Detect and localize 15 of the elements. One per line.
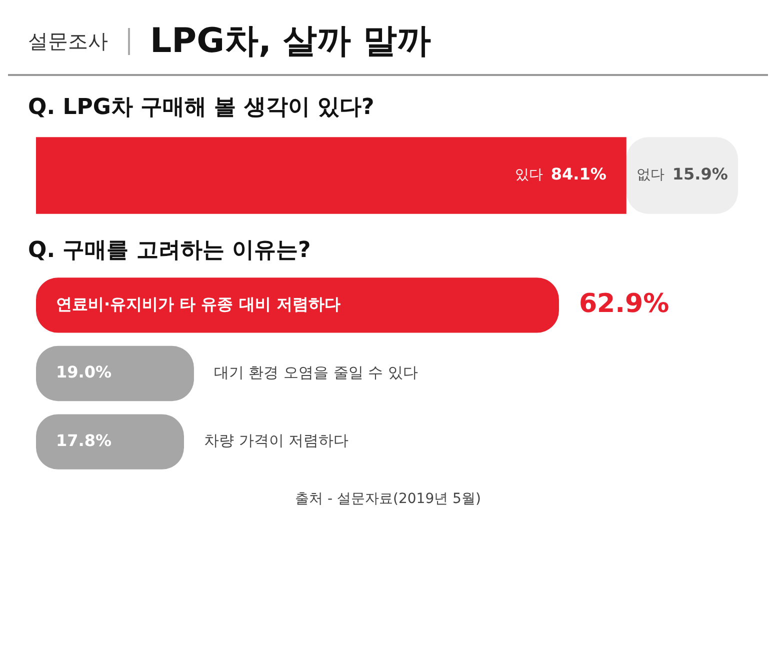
y-tick-label: 연료비·유지비가 타 유종 대비 저렴하다: [56, 294, 340, 314]
chart-title: Q. 구매를 고려하는 이유는?: [28, 237, 312, 265]
data-label: 17.8%: [56, 430, 112, 450]
y-tick-label: 대기 환경 오염을 줄일 수 있다: [214, 363, 418, 382]
chart-title: Q. LPG차 구매해 볼 생각이 있다?: [28, 94, 376, 122]
text: LPG차, 살까 말까: [150, 20, 432, 63]
y-tick-label: 차량 가격이 저렴하다: [204, 432, 349, 450]
data-label: 84.1%: [550, 164, 606, 184]
source-note: 출처 - 설문자료(2019년 5월): [294, 490, 482, 508]
data-label: 62.9%: [578, 288, 670, 319]
series-label: 있다: [514, 167, 543, 184]
data-label: 15.9%: [672, 164, 728, 184]
text: 설문조사: [28, 28, 130, 54]
data-label: 19.0%: [56, 362, 112, 382]
series-label: 없다: [636, 167, 664, 184]
